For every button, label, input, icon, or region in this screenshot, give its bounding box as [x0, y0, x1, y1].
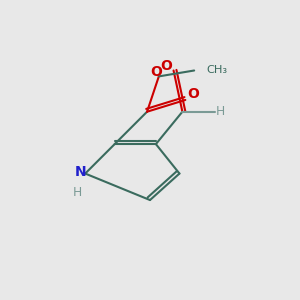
Text: H: H — [73, 186, 83, 199]
Text: H: H — [216, 105, 225, 118]
Text: O: O — [187, 87, 199, 101]
Text: O: O — [150, 65, 162, 79]
Text: O: O — [160, 59, 172, 73]
Text: N: N — [75, 165, 87, 179]
Text: CH₃: CH₃ — [206, 65, 227, 76]
